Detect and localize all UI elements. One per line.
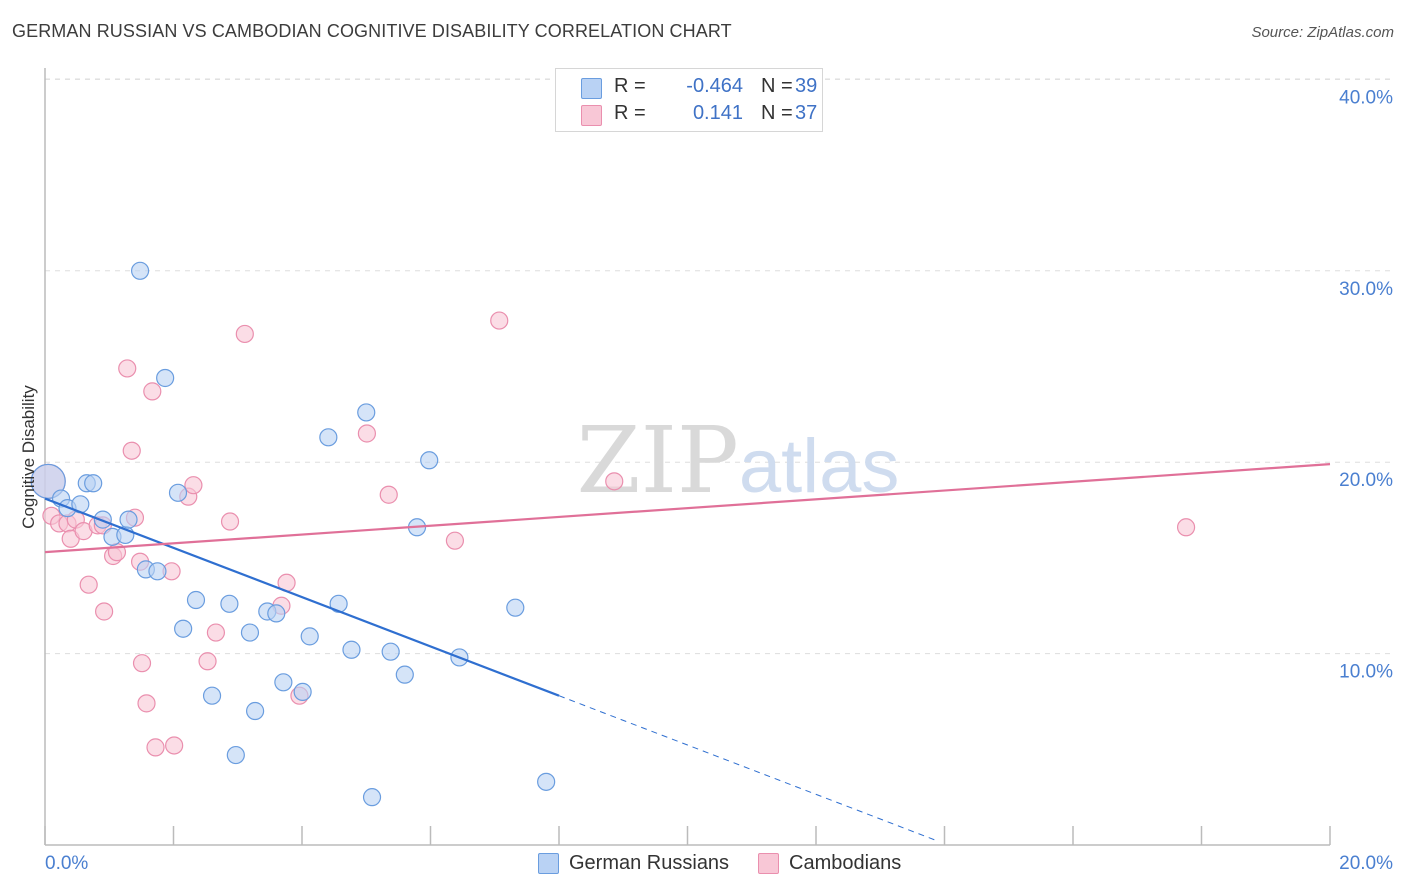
legend-r-label: R =	[614, 102, 646, 124]
legend-n-label: N =	[761, 102, 793, 124]
data-point	[143, 382, 162, 401]
trend-line-cambodians	[44, 463, 1331, 554]
legend-swatch-blue	[538, 853, 559, 874]
data-point	[186, 590, 206, 610]
data-point	[490, 311, 509, 330]
data-point	[226, 745, 245, 765]
data-point	[605, 472, 624, 491]
legend-n-label: N =	[761, 75, 793, 97]
legend-label: German Russians	[569, 852, 730, 874]
chart-title: GERMAN RUSSIAN VS CAMBODIAN COGNITIVE DI…	[12, 21, 732, 41]
legend-r-label: R =	[614, 75, 646, 97]
y-tick-label: 30.0%	[1339, 279, 1393, 300]
y-tick-label: 10.0%	[1339, 662, 1393, 683]
legend-n-value: 39	[795, 75, 818, 97]
data-point	[119, 510, 138, 529]
data-point	[220, 594, 239, 613]
data-point	[235, 324, 254, 344]
data-point	[1176, 518, 1196, 537]
y-axis-label: Cognitive Disability	[19, 385, 38, 529]
data-point	[420, 451, 439, 470]
data-point	[174, 619, 193, 638]
legend-swatch-pink	[758, 853, 779, 874]
data-point	[148, 562, 167, 581]
trend-line-german-russians	[44, 497, 560, 697]
german-russians-points	[30, 261, 556, 807]
data-point	[267, 604, 286, 623]
data-point	[293, 682, 312, 701]
legend-r-value: 0.141	[692, 102, 743, 124]
data-point	[240, 623, 260, 642]
data-point	[537, 772, 556, 791]
x-tick-label: 20.0%	[1339, 853, 1393, 874]
data-point	[165, 736, 184, 755]
data-point	[118, 359, 137, 378]
grid-lines	[45, 78, 1393, 655]
watermark: ZIPatlas	[577, 407, 900, 514]
series-legend: German Russians Cambodians	[0, 852, 1406, 878]
trend-lines	[44, 463, 1331, 842]
data-point	[30, 463, 66, 499]
data-point	[206, 623, 226, 642]
data-point	[245, 701, 265, 721]
data-point	[319, 428, 338, 447]
data-point	[357, 403, 376, 422]
stats-legend: R = -0.464 N = 39 R = 0.141 N = 37	[555, 68, 823, 132]
data-point	[95, 602, 114, 621]
data-point	[220, 512, 240, 531]
data-point	[198, 652, 217, 671]
source-label: Source: ZipAtlas.com	[1251, 24, 1394, 41]
axes	[44, 68, 1331, 846]
legend-swatch-pink	[581, 105, 602, 126]
data-point	[132, 654, 152, 673]
data-point	[137, 694, 156, 713]
tick-labels: 10.0% 20.0% 30.0% 40.0% 0.0% 20.0%	[45, 87, 1393, 874]
trend-line-german-russians-extension	[558, 695, 939, 842]
data-point	[357, 424, 376, 443]
data-point	[184, 476, 203, 495]
data-point	[381, 642, 400, 661]
data-point	[362, 788, 382, 807]
legend-label: Cambodians	[789, 852, 902, 874]
data-point	[168, 483, 188, 502]
data-point	[130, 261, 150, 280]
data-point	[445, 531, 465, 550]
data-point	[274, 673, 293, 692]
data-point	[122, 441, 141, 460]
data-point	[395, 665, 414, 684]
data-point	[79, 575, 98, 594]
legend-swatch-blue	[581, 78, 602, 99]
y-tick-label: 20.0%	[1339, 470, 1393, 491]
data-point	[156, 368, 175, 388]
y-tick-label: 40.0%	[1339, 87, 1393, 108]
data-point	[379, 485, 398, 504]
x-tick-label: 0.0%	[45, 853, 88, 874]
data-point	[84, 474, 103, 493]
data-point	[300, 627, 319, 646]
legend-r-value: -0.464	[686, 75, 743, 97]
data-point	[342, 640, 361, 659]
data-point	[146, 738, 165, 757]
data-point	[202, 686, 222, 705]
data-point	[506, 598, 525, 617]
legend-n-value: 37	[795, 102, 818, 124]
